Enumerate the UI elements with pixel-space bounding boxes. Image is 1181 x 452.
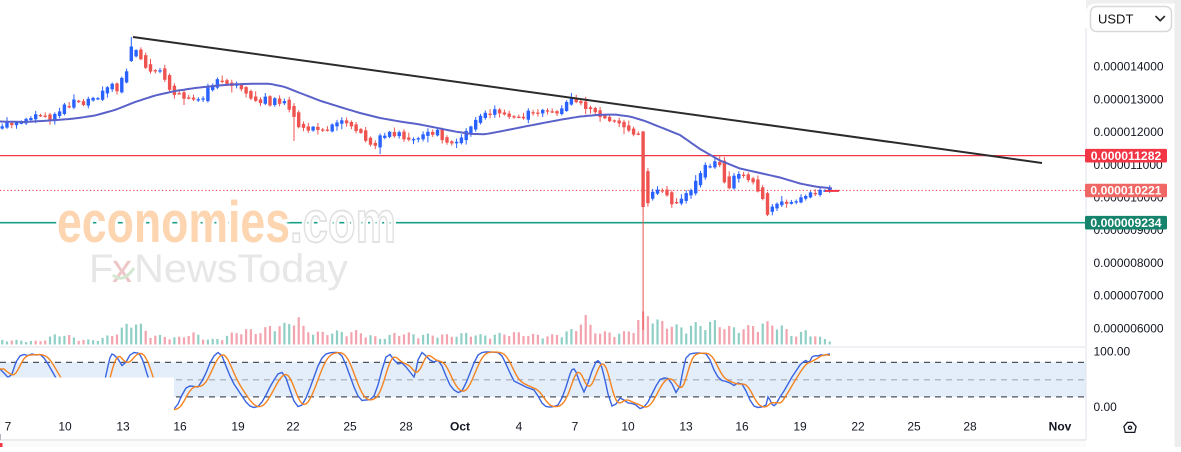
- svg-text:25: 25: [343, 420, 357, 434]
- svg-text:USDT: USDT: [1098, 12, 1133, 27]
- svg-text:4: 4: [516, 420, 523, 434]
- svg-text:19: 19: [231, 420, 245, 434]
- svg-text:0.000013000: 0.000013000: [1094, 92, 1164, 106]
- svg-text:0.00: 0.00: [1094, 400, 1118, 414]
- svg-text:25: 25: [907, 420, 921, 434]
- svg-text:NewsToday: NewsToday: [134, 247, 348, 291]
- svg-text:13: 13: [679, 420, 693, 434]
- svg-text:0.000007000: 0.000007000: [1094, 289, 1164, 303]
- svg-text:28: 28: [963, 420, 977, 434]
- svg-text:x: x: [112, 247, 132, 291]
- svg-text:10: 10: [58, 420, 72, 434]
- svg-text:0.000014000: 0.000014000: [1094, 60, 1164, 74]
- svg-text:28: 28: [399, 420, 413, 434]
- svg-text:16: 16: [173, 420, 187, 434]
- svg-text:22: 22: [851, 420, 865, 434]
- svg-text:0.000009234: 0.000009234: [1090, 216, 1161, 230]
- svg-text:7: 7: [572, 420, 579, 434]
- svg-text:0.000010221: 0.000010221: [1090, 184, 1161, 198]
- svg-text:22: 22: [286, 420, 300, 434]
- svg-text:10: 10: [621, 420, 635, 434]
- svg-text:13: 13: [116, 420, 130, 434]
- svg-text:0.000011282: 0.000011282: [1091, 149, 1162, 163]
- svg-text:19: 19: [793, 420, 807, 434]
- svg-text:F: F: [89, 247, 113, 291]
- svg-text:Oct: Oct: [450, 420, 470, 434]
- svg-text:100.00: 100.00: [1094, 345, 1131, 359]
- svg-text:Nov: Nov: [1049, 420, 1072, 434]
- svg-text:economies: economies: [57, 190, 290, 255]
- svg-text:.com: .com: [290, 190, 396, 255]
- svg-text:16: 16: [735, 420, 749, 434]
- svg-text:0.000006000: 0.000006000: [1094, 321, 1164, 335]
- svg-text:0.000012000: 0.000012000: [1094, 125, 1164, 139]
- svg-text:7: 7: [5, 420, 12, 434]
- svg-text:0.000008000: 0.000008000: [1094, 256, 1164, 270]
